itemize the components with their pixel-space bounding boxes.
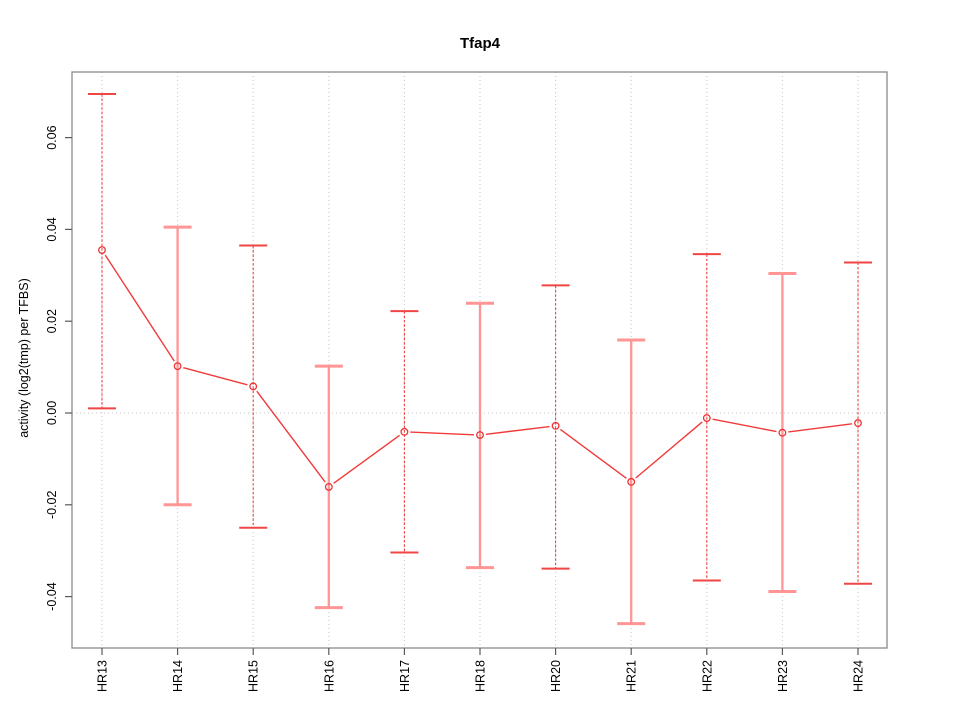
data-point — [854, 419, 862, 428]
y-tick-label: -0.04 — [45, 582, 59, 611]
data-point — [778, 428, 787, 437]
chart-title: Tfap4 — [460, 35, 501, 52]
y-tick-label: 0.00 — [45, 401, 59, 425]
data-point — [551, 421, 560, 430]
x-tick-label: HR13 — [96, 660, 110, 692]
data-point — [702, 414, 711, 422]
y-tick-label: 0.06 — [45, 125, 59, 149]
x-tick-label: HR17 — [398, 660, 412, 692]
x-tick-label: HR20 — [549, 660, 563, 692]
data-point — [400, 427, 409, 436]
x-tick-label: HR15 — [247, 660, 261, 692]
x-axis: HR13 HR14 HR15 HR16 HR17 HR18 HR20 HR21 HR22 HR23… — [96, 648, 866, 692]
x-tick-label: HR18 — [474, 660, 488, 692]
error-bars — [88, 92, 872, 626]
data-point — [627, 477, 636, 486]
y-tick-label: 0.02 — [45, 309, 59, 333]
data-point — [324, 482, 333, 491]
x-tick-label: HR14 — [171, 660, 185, 692]
x-tick-label: HR23 — [776, 660, 790, 692]
y-axis-label: activity (log2(tmp) per TFBS) — [17, 278, 31, 438]
series-line — [104, 254, 853, 484]
data-point — [98, 246, 106, 255]
data-point — [476, 431, 484, 439]
data-point — [249, 382, 258, 391]
data-points — [98, 246, 862, 491]
x-tick-label: HR22 — [700, 660, 714, 692]
data-point — [173, 362, 182, 371]
y-tick-label: -0.02 — [45, 491, 59, 520]
x-tick-label: HR21 — [625, 660, 639, 692]
y-axis: -0.04 -0.02 0.00 0.02 0.04 0.06 — [45, 125, 72, 611]
y-tick-label: 0.04 — [45, 217, 59, 241]
x-tick-label: HR24 — [852, 660, 866, 692]
x-tick-label: HR16 — [322, 660, 336, 692]
